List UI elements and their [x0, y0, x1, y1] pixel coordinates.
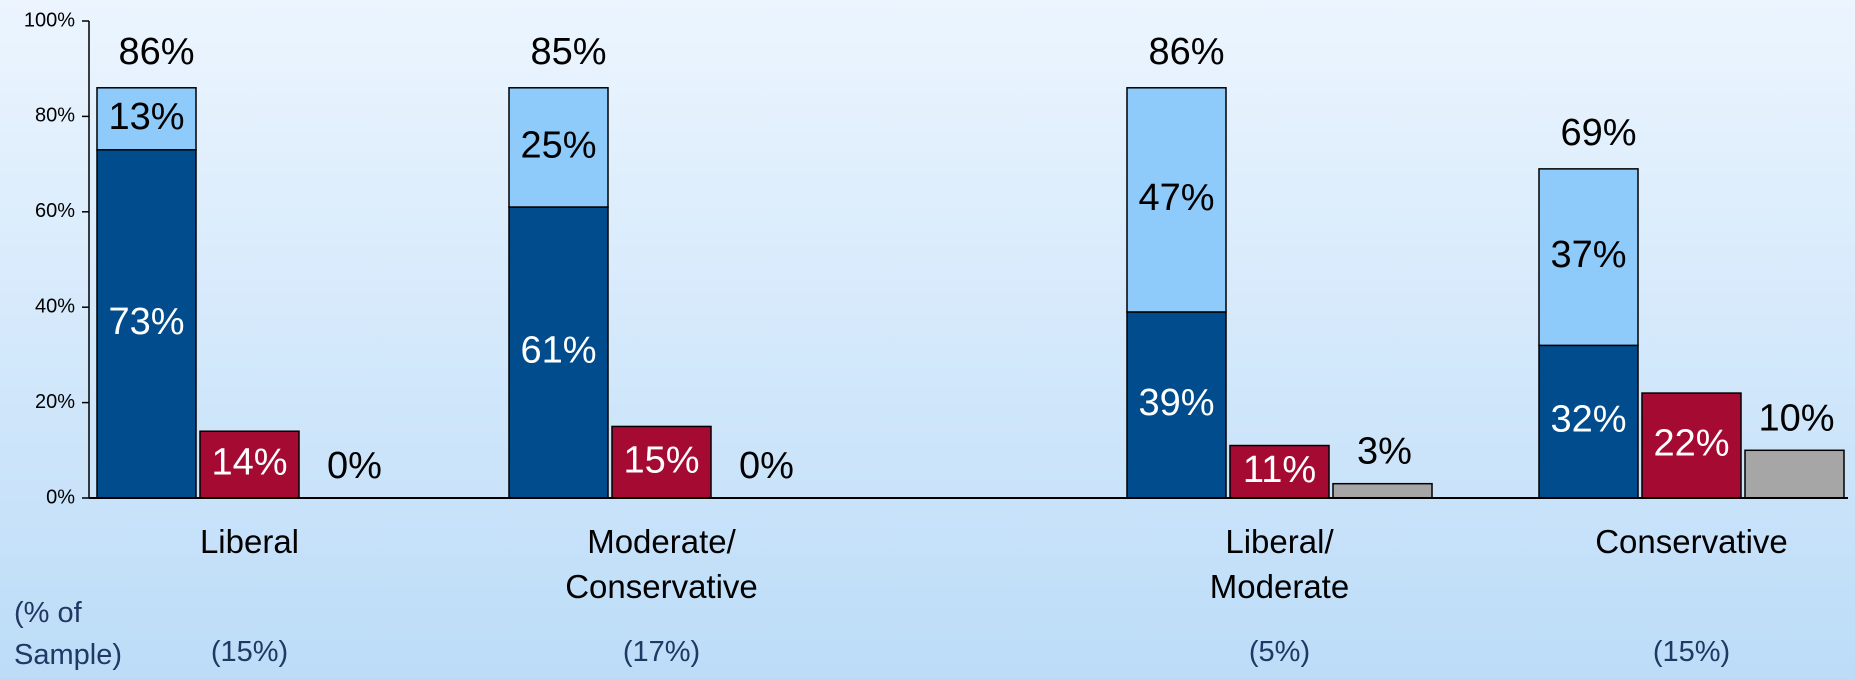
bar [508, 87, 609, 208]
data-label: 10% [1758, 397, 1834, 439]
bar [1538, 344, 1639, 499]
total-label: 86% [1148, 31, 1224, 73]
data-label: 0% [739, 445, 794, 487]
sample-value: (5%) [1248, 636, 1311, 668]
y-tick-label: 0% [46, 486, 75, 508]
y-tick-label: 20% [35, 391, 75, 413]
y-tick-label: 60% [35, 200, 75, 222]
sample-label: (% of Sample) [14, 597, 122, 671]
bar [199, 430, 300, 499]
data-label: 25% [520, 124, 596, 166]
bar [1332, 482, 1433, 499]
y-tick-label: 80% [35, 105, 75, 127]
data-label: 32% [1550, 399, 1626, 441]
data-label: 3% [1357, 431, 1412, 473]
total-label: 69% [1560, 112, 1636, 154]
data-label: 15% [623, 439, 699, 481]
data-label: 22% [1653, 423, 1729, 465]
bar [1744, 449, 1845, 499]
bar [508, 206, 609, 499]
data-label: 39% [1138, 382, 1214, 424]
x-tick-label: Liberal/ Moderate [1209, 523, 1350, 605]
bar [1126, 87, 1227, 313]
y-tick-label: 100% [24, 9, 75, 31]
data-label: 14% [211, 442, 287, 484]
data-label: 13% [108, 96, 184, 138]
data-label: 47% [1138, 177, 1214, 219]
x-tick-label: Liberal [199, 523, 300, 560]
sample-value: (17%) [622, 636, 701, 668]
bar [96, 87, 197, 151]
data-label: 11% [1243, 449, 1316, 491]
data-label: 61% [520, 330, 596, 372]
bar [611, 425, 712, 499]
bar [1641, 392, 1742, 499]
total-label: 86% [118, 31, 194, 73]
x-tick-label: Moderate/ Conservative [565, 523, 758, 605]
bar [1538, 168, 1639, 347]
total-label: 85% [530, 31, 606, 73]
sample-value: (15%) [210, 636, 289, 668]
data-label: 73% [108, 301, 184, 343]
data-label: 0% [327, 445, 382, 487]
y-tick-label: 40% [35, 295, 75, 317]
data-label: 37% [1550, 234, 1626, 276]
bar [1126, 311, 1227, 499]
x-tick-label: Conservative [1595, 523, 1788, 560]
sample-value: (15%) [1652, 636, 1731, 668]
